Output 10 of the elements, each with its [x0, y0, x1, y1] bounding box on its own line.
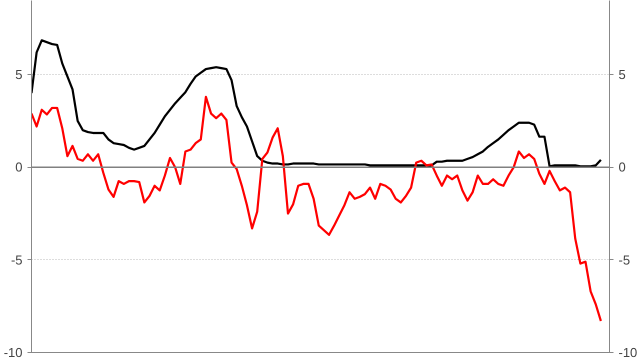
y2-tick-label: 5 [618, 67, 626, 82]
y2-tick-label: -10 [618, 345, 638, 360]
y-tick-label: 0 [15, 160, 23, 175]
y-tick-label: 5 [15, 67, 23, 82]
y2-tick-label: 0 [618, 160, 626, 175]
y-tick-label: -5 [10, 252, 23, 268]
y2-tick-label: -5 [618, 252, 630, 268]
line-series [32, 39, 602, 168]
line-series [32, 96, 602, 322]
y-tick-label: -10 [4, 345, 23, 360]
